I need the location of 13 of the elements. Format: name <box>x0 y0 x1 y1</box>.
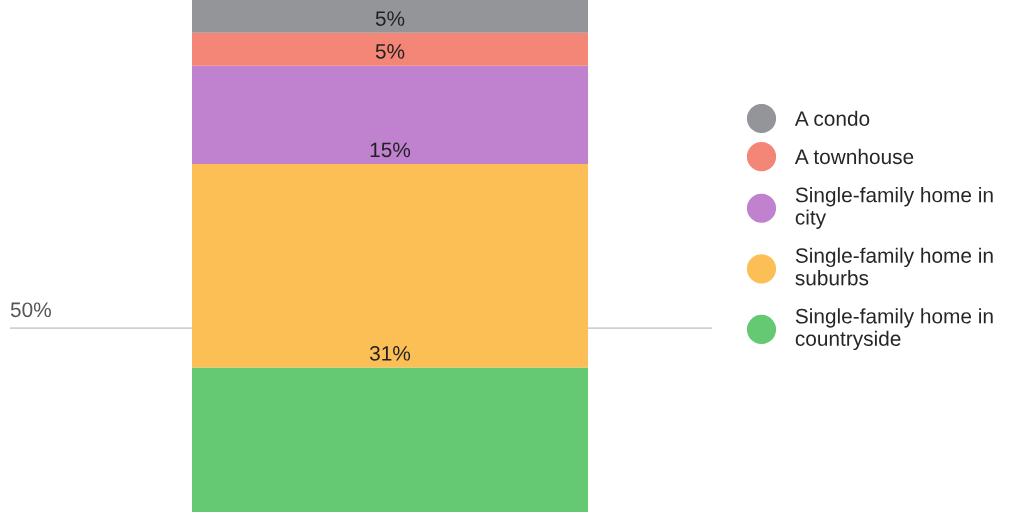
data-label: 15% <box>370 142 411 158</box>
legend-label: Single-family home in suburbs <box>795 247 993 286</box>
data-label: 5% <box>375 11 405 26</box>
legend-label: A condo <box>794 110 870 126</box>
data-label: 5% <box>375 44 405 59</box>
bar <box>192 32 588 66</box>
bar <box>192 65 588 165</box>
bar <box>192 0 588 33</box>
legend-label: Single-family home in countryside <box>795 308 993 351</box>
legend-label: A townhouse <box>794 148 914 165</box>
legend-label: Single-family home in city <box>795 187 993 229</box>
data-label: 31% <box>369 345 411 361</box>
ref-line-label: 50% <box>10 302 51 318</box>
